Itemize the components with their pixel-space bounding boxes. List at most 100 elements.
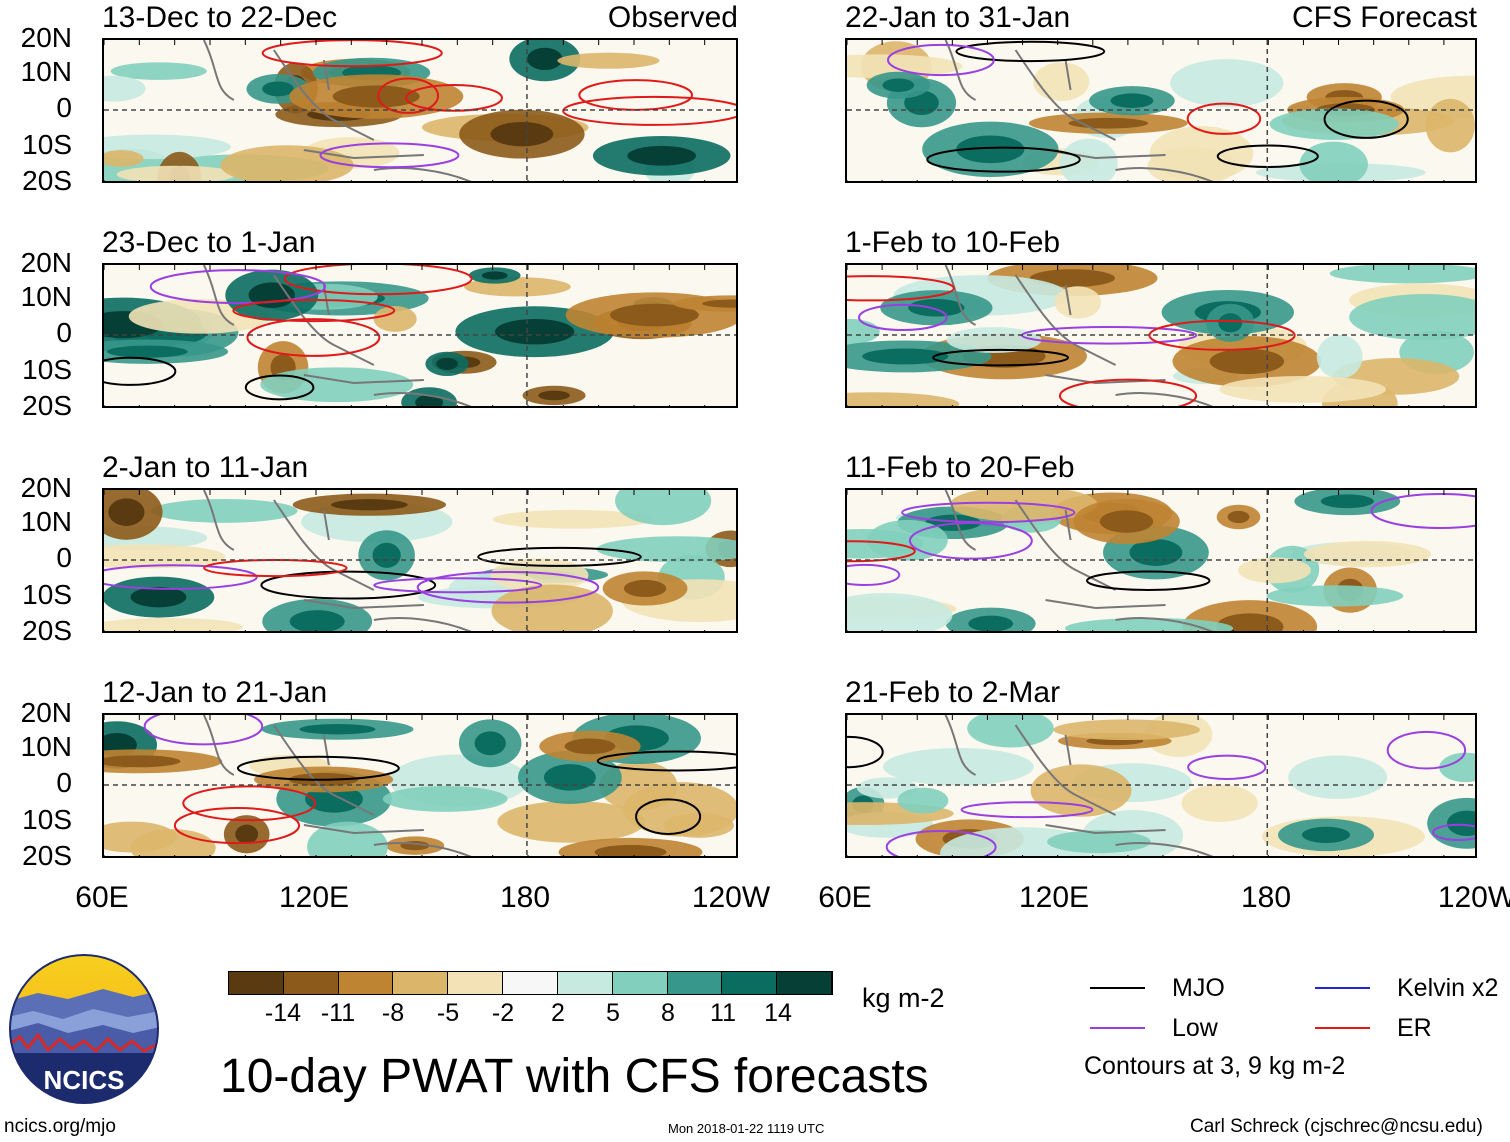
er-contour (405, 84, 503, 112)
moist-anomaly (1269, 108, 1399, 140)
lat-label: 20N (20, 247, 72, 278)
moist-anomaly (967, 715, 1054, 748)
dry-anomaly-core (564, 738, 616, 755)
dry-anomaly (497, 800, 646, 843)
lat-label: 20S (22, 390, 72, 421)
moist-anomaly (1349, 294, 1475, 341)
dry-anomaly (104, 821, 177, 853)
moist-anomaly-core (474, 731, 506, 756)
moist-anomaly (1170, 59, 1284, 108)
moist-anomaly-core (543, 764, 596, 791)
dry-anomaly-core (702, 299, 736, 308)
dry-anomaly-core (331, 499, 408, 511)
footer-author: Carl Schreck (cjschrec@ncsu.edu) (1190, 1116, 1483, 1137)
observed-label: Observed (607, 1, 738, 34)
moist-anomaly-core (968, 615, 1014, 631)
mjo-contour (104, 356, 177, 386)
colorbar-tick-label: 11 (710, 999, 736, 1027)
moist-anomaly-core (1129, 539, 1183, 566)
legend-note: Contours at 3, 9 kg m-2 (1084, 1052, 1346, 1080)
footer-url[interactable]: ncics.org/mjo (4, 1116, 116, 1137)
lon-label: 120E (1018, 881, 1090, 914)
low-contour (901, 501, 1076, 524)
dry-anomaly (847, 392, 960, 406)
low-contour (1370, 493, 1475, 529)
moist-anomaly (260, 367, 414, 403)
colorbar-box (667, 972, 723, 994)
moist-anomaly-core (130, 586, 187, 608)
colorbar-box (283, 972, 339, 994)
dry-anomaly (1238, 557, 1311, 584)
moist-anomaly (1064, 617, 1234, 631)
dry-anomaly (116, 165, 238, 181)
coastline (944, 40, 1214, 181)
lat-label: 10S (22, 354, 72, 385)
dry-anomaly-core (332, 85, 420, 108)
colorbar-tick-label: -11 (320, 999, 356, 1027)
moist-anomaly (946, 327, 1042, 353)
lat-label: 10N (20, 731, 72, 762)
moist-anomaly (1439, 752, 1475, 783)
colorbar-tick-label: 8 (661, 999, 675, 1027)
lat-label: 20N (20, 22, 72, 53)
er-contour (261, 40, 443, 68)
moist-anomaly-core (1110, 93, 1154, 108)
lat-label: 10N (20, 56, 72, 87)
anomaly-map (102, 488, 738, 633)
mjo-contour (1323, 99, 1409, 139)
panel-title: 11-Feb to 20-Feb (845, 451, 1075, 484)
er-contour (182, 785, 317, 822)
mjo-contour (236, 755, 400, 781)
lat-label: 20S (22, 165, 72, 196)
footer-timestamp: Mon 2018-01-22 1119 UTC (668, 1121, 825, 1136)
map-plot (104, 715, 736, 856)
dry-anomaly (104, 150, 144, 167)
er-contour (1058, 378, 1198, 406)
mjo-contour (932, 348, 1070, 367)
lat-label: 0 (56, 317, 72, 348)
product-title: 10-day PWAT with CFS forecasts (220, 1050, 929, 1103)
moist-anomaly (847, 593, 953, 631)
anomaly-map (102, 713, 738, 858)
colorbar-box (448, 972, 504, 994)
moist-anomaly-core (299, 723, 376, 735)
legend-label: Low (1172, 1014, 1218, 1042)
colorbar-tick-label: -2 (491, 999, 515, 1027)
panel-title: 23-Dec to 1-Jan (102, 226, 316, 259)
moist-anomaly (382, 785, 508, 812)
dry-anomaly (220, 145, 354, 181)
colorbar-box (503, 972, 558, 994)
panel-title: 21-Feb to 2-Mar (845, 676, 1061, 709)
moist-anomaly (307, 821, 388, 856)
moist-anomaly (1059, 138, 1118, 181)
legend-swatch (1090, 1027, 1145, 1029)
moist-anomaly-core (372, 542, 401, 568)
coastline (944, 715, 1214, 856)
anomaly-map (102, 38, 738, 183)
moist-anomaly (615, 490, 712, 526)
ncics-logo-icon: NCICS (9, 954, 159, 1104)
colorbar-tick-label: -8 (381, 999, 405, 1027)
coastline (202, 490, 472, 631)
map-plot (847, 715, 1475, 856)
colorbar-tick-label: -5 (436, 999, 460, 1027)
mjo-contour (1086, 570, 1211, 591)
dry-anomaly-core (623, 579, 667, 597)
moist-anomaly-core (1302, 826, 1351, 844)
dry-anomaly (1054, 286, 1102, 319)
lat-label: 0 (56, 92, 72, 123)
dry-anomaly (104, 617, 244, 631)
logo-text: NCICS (44, 1065, 125, 1095)
dry-anomaly (104, 544, 226, 569)
map-plot (104, 490, 736, 631)
low-contour (149, 269, 327, 305)
dry-anomaly-core (1029, 269, 1115, 288)
low-contour (847, 563, 901, 587)
low-contour (887, 43, 995, 77)
er-contour (578, 79, 693, 111)
moist-anomaly-core (481, 271, 508, 280)
lat-label: 10S (22, 129, 72, 160)
low-contour (104, 564, 258, 590)
legend-label: Kelvin x2 (1397, 974, 1499, 1002)
moist-anomaly-core (262, 81, 294, 97)
